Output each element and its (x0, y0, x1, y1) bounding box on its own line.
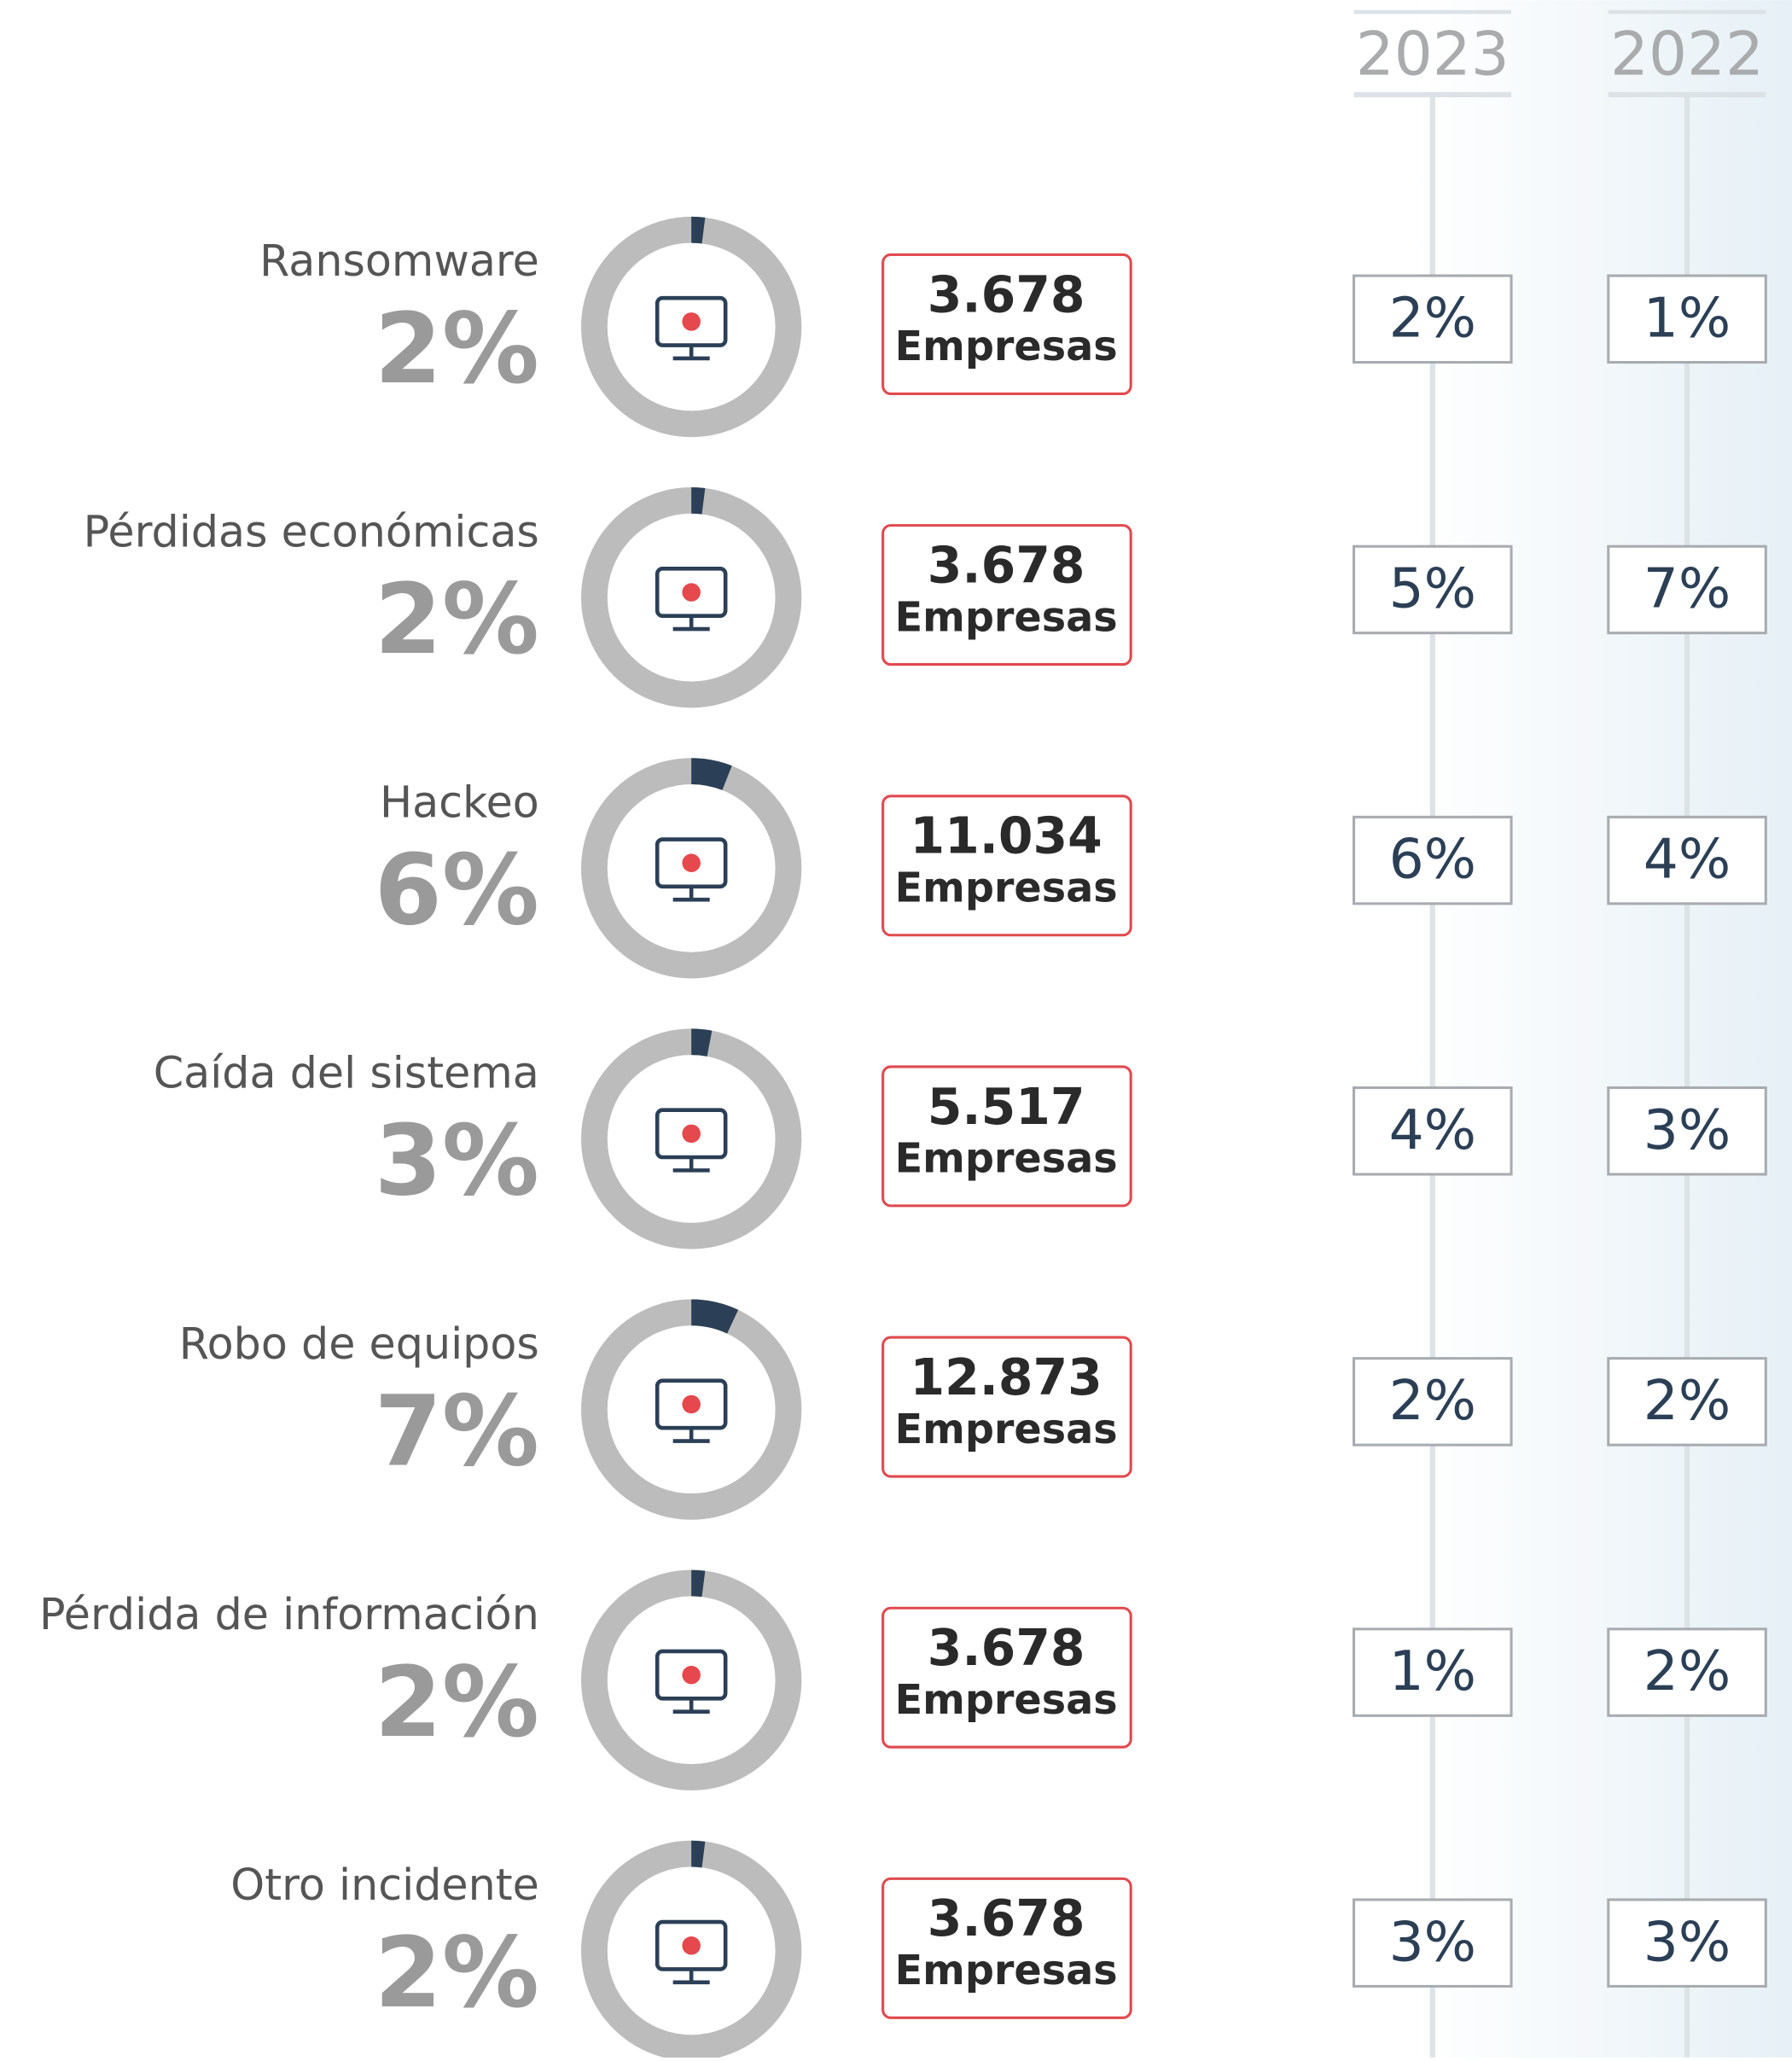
row-label: Pérdida de información (39, 1589, 539, 1639)
year-box (1352, 1898, 1513, 1988)
year-value: 4% (1389, 1098, 1476, 1162)
row-percent: 2% (375, 292, 539, 405)
companies-count: 12.873 (910, 1348, 1102, 1406)
row-percent: 3% (375, 1104, 539, 1218)
year-value: 7% (1644, 557, 1731, 621)
row-percent: 6% (375, 833, 539, 946)
companies-box (881, 253, 1132, 395)
icon-stand (672, 615, 710, 632)
donut-arc (690, 1569, 706, 1598)
companies-unit: Empresas (895, 1677, 1118, 1724)
row-label: Caída del sistema (154, 1048, 539, 1098)
companies-box (881, 524, 1132, 667)
row-percent: 2% (375, 1916, 539, 2029)
companies-unit: Empresas (895, 323, 1118, 370)
column-header: 2022 (1610, 18, 1764, 89)
year-box (1352, 1357, 1513, 1447)
icon-stand (672, 1428, 710, 1443)
year-value: 2% (1389, 286, 1476, 350)
companies-count: 3.678 (928, 536, 1085, 594)
donut-track (581, 1028, 802, 1249)
year-box (1607, 544, 1767, 635)
year-value: 1% (1389, 1639, 1476, 1703)
companies-box (881, 1877, 1132, 2019)
year-value: 3% (1644, 1910, 1731, 1974)
row-label: Otro incidente (230, 1860, 539, 1910)
row-label: Robo de equipos (179, 1319, 539, 1369)
row-label: Hackeo (380, 777, 539, 828)
year-value: 1% (1644, 286, 1731, 350)
icon-stand (672, 1698, 710, 1714)
year-box (1607, 1898, 1767, 1988)
year-value: 2% (1389, 1369, 1476, 1433)
companies-unit: Empresas (895, 865, 1118, 911)
year-box (1352, 274, 1513, 364)
year-box (1352, 1627, 1513, 1717)
companies-count: 3.678 (928, 1889, 1085, 1947)
donut-arc (690, 487, 706, 515)
year-box (1607, 815, 1767, 905)
year-box (1352, 1086, 1513, 1176)
companies-unit: Empresas (895, 1136, 1118, 1183)
icon-dot (682, 312, 701, 331)
companies-unit: Empresas (895, 594, 1118, 641)
icon-stand (672, 1969, 710, 1985)
companies-count: 3.678 (928, 1619, 1085, 1677)
companies-count: 11.034 (910, 807, 1102, 865)
year-value: 2% (1644, 1639, 1731, 1703)
icon-stand (672, 886, 710, 902)
year-value: 6% (1389, 828, 1476, 892)
year-value: 4% (1644, 828, 1731, 892)
icon-dot (682, 1124, 701, 1144)
companies-count: 5.517 (928, 1078, 1085, 1136)
icon-stand (672, 1157, 710, 1173)
row-percent: 7% (375, 1375, 539, 1488)
companies-box (881, 1065, 1132, 1208)
companies-unit: Empresas (895, 1947, 1118, 1994)
year-box (1607, 274, 1767, 364)
companies-count: 3.678 (928, 265, 1085, 323)
year-value: 3% (1389, 1910, 1476, 1974)
icon-dot (682, 583, 701, 602)
companies-box (881, 1606, 1132, 1749)
row-percent: 2% (375, 562, 539, 676)
year-value: 2% (1644, 1369, 1731, 1433)
donut-arc (690, 1028, 713, 1057)
donut-arc (690, 1299, 739, 1334)
icon-dot (682, 1936, 701, 1955)
icon-dot (682, 853, 701, 872)
donut-arc (690, 758, 732, 791)
year-box (1352, 815, 1513, 905)
year-value: 5% (1389, 557, 1476, 621)
year-box (1607, 1086, 1767, 1176)
row-percent: 2% (375, 1645, 539, 1759)
row-label: Pérdidas económicas (84, 506, 539, 556)
companies-box (881, 1336, 1132, 1478)
year-box (1607, 1357, 1767, 1447)
icon-stand (672, 345, 710, 361)
row-label: Ransomware (259, 236, 539, 286)
year-box (1607, 1627, 1767, 1717)
icon-dot (682, 1665, 701, 1685)
year-value: 3% (1644, 1098, 1731, 1162)
companies-unit: Empresas (895, 1406, 1118, 1453)
year-box (1352, 544, 1513, 635)
icon-dot (682, 1394, 701, 1414)
companies-box (881, 795, 1132, 937)
column-header: 2023 (1356, 18, 1510, 89)
